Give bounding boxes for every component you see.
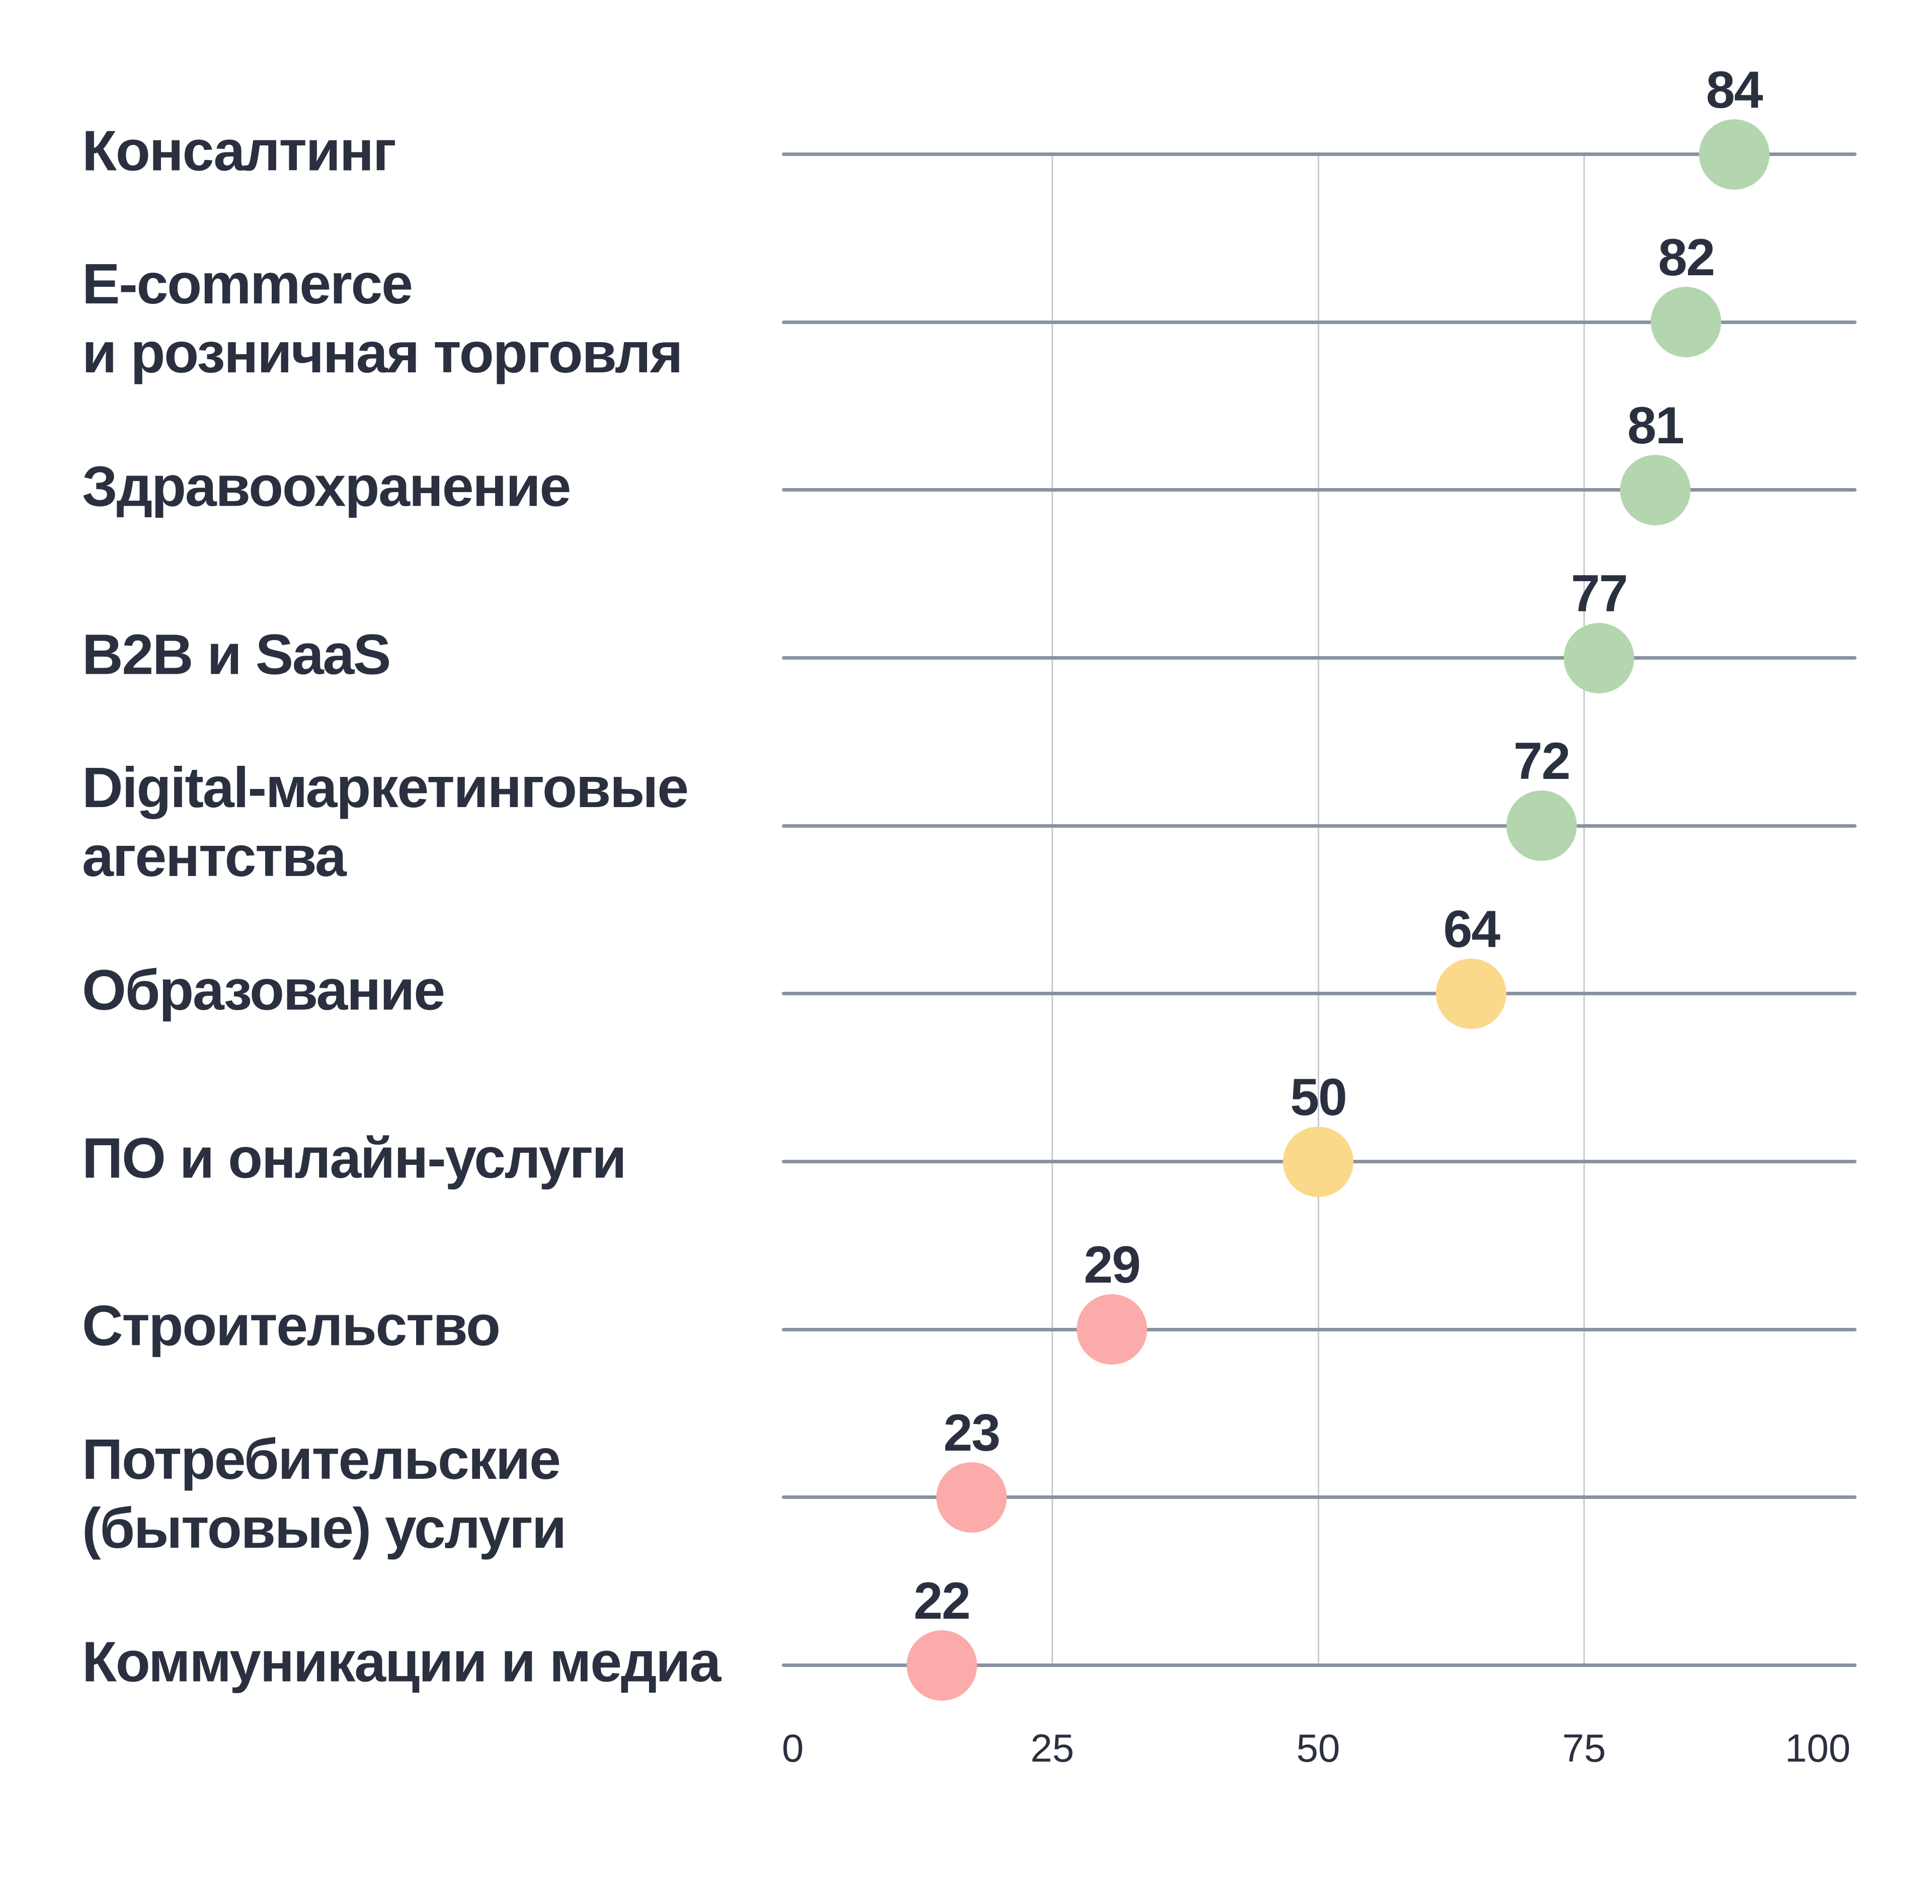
row-line xyxy=(782,824,1857,828)
value-label: 64 xyxy=(1443,900,1501,959)
axis-tick-label: 100 xyxy=(1785,1726,1850,1770)
row-line xyxy=(782,488,1857,492)
category-label: Здравоохранение xyxy=(82,454,571,518)
value-label: 72 xyxy=(1513,732,1571,791)
category-label: Консалтинг xyxy=(82,119,396,182)
value-label: 29 xyxy=(1084,1236,1141,1295)
gridline-25 xyxy=(1052,154,1053,1665)
value-label: 84 xyxy=(1706,60,1763,119)
axis-tick-label: 0 xyxy=(782,1726,804,1770)
dot xyxy=(1651,287,1722,358)
value-label: 50 xyxy=(1290,1068,1347,1127)
dot xyxy=(1076,1294,1147,1365)
category-label: Строительство xyxy=(82,1294,501,1358)
category-label: Потребительские (бытовые) услуги xyxy=(82,1427,567,1560)
dot xyxy=(1564,622,1635,693)
category-label: ПО и онлайн-услуги xyxy=(82,1126,627,1190)
category-label: Образование xyxy=(82,958,445,1022)
row-line xyxy=(782,656,1857,660)
axis-tick-label: 50 xyxy=(1296,1726,1340,1770)
category-label: Digital-маркетинговые агентства xyxy=(82,756,689,889)
dot xyxy=(906,1630,977,1701)
value-label: 82 xyxy=(1658,228,1716,287)
value-label: 23 xyxy=(943,1403,1001,1462)
category-label: B2B и SaaS xyxy=(82,622,391,686)
value-label: 22 xyxy=(913,1571,971,1630)
dot xyxy=(1506,790,1577,861)
dot xyxy=(1699,119,1769,190)
dot xyxy=(936,1462,1007,1533)
value-label: 81 xyxy=(1627,396,1684,455)
row-line xyxy=(782,1663,1857,1668)
axis-tick-label: 75 xyxy=(1562,1726,1606,1770)
dot xyxy=(1283,1126,1353,1197)
gridline-75 xyxy=(1583,154,1585,1665)
row-line xyxy=(782,1327,1857,1331)
dot xyxy=(1436,958,1507,1029)
value-label: 77 xyxy=(1571,564,1628,623)
category-label: Коммуникации и медиа xyxy=(82,1630,721,1694)
row-line xyxy=(782,152,1857,156)
dot xyxy=(1620,454,1691,525)
row-line xyxy=(782,1495,1857,1499)
row-line xyxy=(782,992,1857,996)
category-label: E-commerce и розничная торговля xyxy=(82,252,683,385)
axis-tick-label: 25 xyxy=(1030,1726,1074,1770)
gridline-50 xyxy=(1317,154,1319,1665)
row-line xyxy=(782,320,1857,324)
